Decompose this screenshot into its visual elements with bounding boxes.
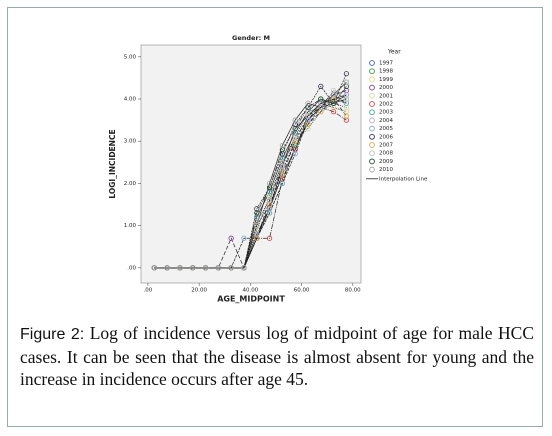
data-point	[177, 265, 183, 271]
data-point	[292, 117, 298, 123]
legend-label: 2000	[379, 85, 393, 91]
legend-marker	[369, 166, 375, 173]
data-point	[266, 235, 273, 241]
series-line	[154, 81, 347, 269]
data-point	[190, 265, 196, 271]
data-point	[164, 265, 170, 271]
legend-marker	[369, 109, 375, 116]
data-point	[292, 151, 298, 157]
data-point	[292, 134, 298, 140]
y-tick-label: 5.00	[124, 54, 137, 60]
chart-title: Gender: M	[232, 34, 270, 42]
legend-label: 2007	[379, 143, 393, 149]
data-point	[151, 265, 157, 271]
data-point	[292, 125, 298, 132]
data-point	[254, 210, 260, 216]
y-tick-label: 2.00	[124, 181, 137, 187]
data-point	[318, 83, 324, 89]
caption: Figure 2: Log of incidence versus log of…	[20, 322, 534, 390]
data-point	[305, 121, 311, 127]
legend-label: 2001	[379, 93, 393, 99]
x-tick-label: .00	[144, 288, 153, 294]
legend-label: 2008	[379, 151, 393, 157]
data-point	[241, 265, 247, 271]
legend-label: 1997	[379, 61, 393, 67]
legend-marker	[369, 68, 375, 75]
y-tick-label: 3.00	[124, 139, 137, 145]
plot-area	[140, 44, 362, 284]
data-point	[343, 79, 350, 85]
data-point	[330, 109, 337, 115]
caption-label: Figure 2:	[20, 326, 85, 343]
legend-label: 2005	[379, 126, 393, 132]
data-point	[228, 265, 234, 271]
legend-label: 1998	[379, 69, 393, 75]
legend-label: Interpolation Line	[379, 176, 428, 182]
legend-marker	[369, 150, 375, 157]
data-point	[343, 96, 350, 102]
data-point	[241, 235, 247, 241]
data-point	[318, 96, 324, 102]
legend-label: 2009	[379, 159, 393, 165]
data-point	[343, 113, 350, 119]
legend-label: 2002	[379, 102, 393, 108]
data-point	[202, 265, 209, 271]
data-point	[330, 92, 337, 98]
x-tick-label: 20.00	[191, 288, 207, 294]
legend-marker	[369, 92, 375, 99]
data-point	[279, 172, 285, 178]
legend-marker	[369, 84, 375, 91]
data-point	[305, 100, 311, 106]
data-point	[279, 180, 285, 187]
y-tick-label: 4.00	[124, 97, 137, 103]
legend-title: Year	[387, 49, 401, 56]
data-point	[279, 142, 285, 149]
figure-frame	[7, 7, 543, 427]
legend-marker	[369, 158, 375, 165]
x-tick-label: 60.00	[294, 288, 310, 294]
y-axis-label: LOGI_INCIDENCE	[108, 129, 117, 198]
legend-label: 2003	[379, 110, 393, 116]
x-tick-label: 80.00	[345, 288, 361, 294]
legend-label: 2010	[379, 167, 393, 173]
chart: Gender: M AGE_MIDPOINT LOGI_INCIDENCE Ye…	[108, 34, 428, 304]
y-tick-label: .00	[127, 265, 136, 271]
legend-marker	[369, 133, 375, 140]
data-point	[228, 235, 234, 241]
series-line	[154, 73, 347, 269]
legend-marker	[369, 142, 375, 148]
data-point	[343, 71, 350, 77]
data-point	[254, 223, 260, 229]
data-point	[330, 100, 337, 106]
x-tick-label: 40.00	[242, 288, 258, 294]
legend-marker	[369, 60, 375, 66]
caption-text: Log of incidence versus log of midpoint …	[20, 323, 534, 389]
data-point	[254, 235, 260, 241]
data-point	[266, 197, 273, 203]
legend-label: 2006	[379, 134, 393, 140]
legend-marker	[369, 76, 375, 83]
legend-label: 2004	[379, 118, 393, 124]
data-point	[279, 159, 285, 165]
data-point	[266, 180, 273, 187]
data-point	[215, 265, 221, 271]
data-point	[318, 104, 324, 111]
x-axis-label: AGE_MIDPOINT	[217, 295, 285, 304]
legend-marker	[369, 101, 375, 107]
legend-marker	[369, 125, 375, 132]
legend-marker	[369, 117, 375, 124]
legend-label: 1999	[379, 77, 393, 83]
y-tick-label: 1.00	[124, 223, 137, 229]
data-point	[266, 210, 273, 216]
